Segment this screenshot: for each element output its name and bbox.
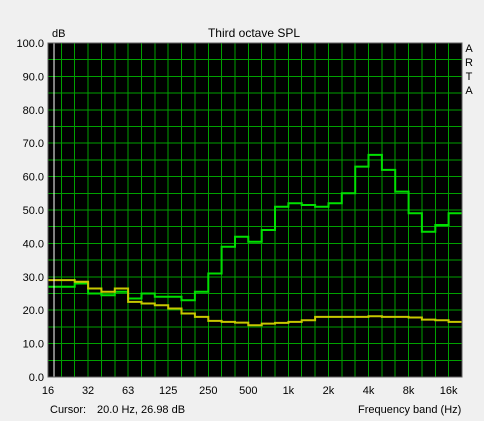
grid (47, 42, 463, 378)
y-tick-label: 50.0 (23, 205, 44, 217)
brand-letter: A (465, 85, 473, 97)
chart-title: Third octave SPL (208, 26, 300, 40)
x-tick-label: 32 (82, 385, 94, 397)
x-tick-label: 16 (42, 385, 54, 397)
y-tick-label: 100.0 (16, 38, 44, 50)
y-tick-label: 70.0 (23, 138, 44, 150)
y-tick-label: 30.0 (23, 272, 44, 284)
x-tick-label: 63 (122, 385, 134, 397)
x-tick-label: 125 (159, 385, 177, 397)
brand-letter: R (465, 57, 473, 69)
cursor-label: Cursor: (50, 404, 86, 416)
y-tick-label: 90.0 (23, 71, 44, 83)
series-line-1 (48, 153, 462, 302)
y-tick-label: 0.0 (29, 372, 44, 384)
y-axis-label: dB (52, 28, 65, 40)
x-tick-label: 1k (283, 385, 295, 397)
series-line-2 (48, 279, 462, 327)
cursor-readout: 20.0 Hz, 26.98 dB (97, 404, 185, 416)
x-tick-label: 250 (199, 385, 217, 397)
y-tick-label: 40.0 (23, 238, 44, 250)
axes: 0.0 10.0 20.0 30.0 40.0 50.0 60.0 70.0 80.0 90.0 1… (16, 38, 463, 397)
x-axis-label: Frequency band (Hz) (358, 404, 461, 416)
brand-letter: T (466, 71, 473, 83)
x-tick-label: 4k (363, 385, 375, 397)
x-tick-label: 2k (323, 385, 335, 397)
plot-frame (47, 42, 463, 378)
y-tick-label: 10.0 (23, 339, 44, 351)
x-tick-label: 16k (440, 385, 458, 397)
y-tick-label: 20.0 (23, 305, 44, 317)
y-tick-label: 80.0 (23, 105, 44, 117)
y-tick-label: 60.0 (23, 172, 44, 184)
brand-letter: A (465, 43, 473, 55)
x-tick-label: 8k (403, 385, 415, 397)
series-layer (48, 43, 462, 377)
x-tick-label: 500 (239, 385, 257, 397)
